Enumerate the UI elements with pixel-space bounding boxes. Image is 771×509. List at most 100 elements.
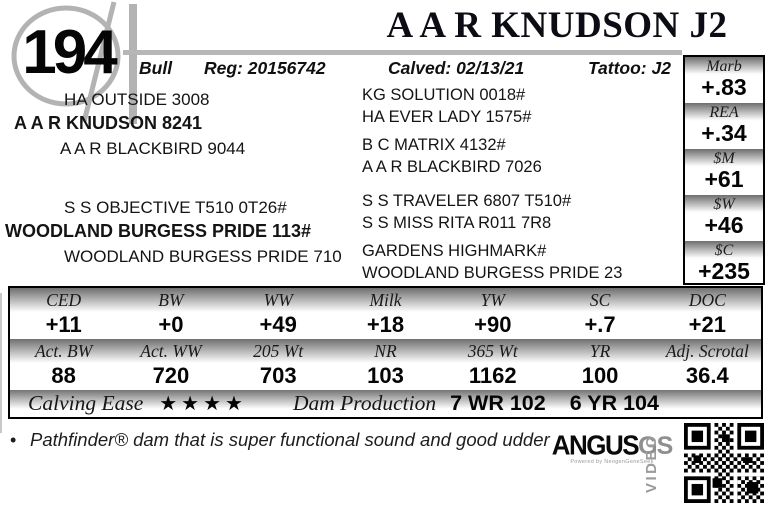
index-value: +.34	[701, 120, 747, 146]
lot-comment: • Pathfinder® dam that is super function…	[10, 428, 555, 453]
perf-header: YR	[589, 341, 611, 361]
lot-number: 194	[22, 18, 117, 87]
index-cell-dollar-w: $W +46	[685, 195, 763, 237]
perf-header: Act. BW	[34, 341, 93, 361]
sex-label: Bull	[139, 58, 173, 78]
epd-value: +11	[45, 312, 82, 337]
index-label: $M	[685, 149, 763, 168]
epd-value: +49	[259, 312, 297, 337]
perf-col: YR 100	[546, 339, 653, 390]
perf-value: 703	[259, 363, 297, 388]
perf-value: 100	[581, 363, 619, 388]
pedigree-dam-sire: S S OBJECTIVE T510 0T26#	[64, 198, 287, 217]
angus-gs-logo: ANGUS GS Powered by NeogenGeneSeek	[552, 429, 674, 465]
performance-row: Act. BW 88 Act. WW 720 205 Wt 703 NR 103 365…	[10, 339, 761, 390]
tattoo-id: Tattoo: J2	[588, 58, 671, 78]
perf-header: Adj. Scrotal	[665, 341, 749, 361]
animal-name-title: A A R KNUDSON J2	[386, 5, 728, 46]
bullet-icon: •	[10, 430, 17, 450]
dam-production-yr: 6 YR 104	[569, 391, 659, 415]
perf-header: Act. WW	[140, 341, 202, 361]
index-label: $W	[685, 195, 763, 214]
index-value: +.83	[701, 74, 747, 100]
perf-header: 365 Wt	[467, 341, 518, 361]
epd-header: CED	[46, 290, 82, 310]
pedigree-ancestor: GARDENS HIGHMARK#	[362, 242, 547, 260]
perf-col: Act. BW 88	[10, 339, 117, 390]
index-label: $C	[685, 241, 763, 260]
calving-ease-label: Calving Ease	[28, 391, 144, 415]
perf-value: 720	[152, 363, 190, 388]
index-label: Marb	[685, 57, 763, 76]
pedigree-ancestor: KG SOLUTION 0018#	[362, 86, 526, 104]
pedigree-dam-dam: WOODLAND BURGESS PRIDE 710	[64, 247, 342, 266]
calving-ease-star-rating: ★★★★	[159, 392, 247, 415]
calved-date: Calved: 02/13/21	[388, 58, 525, 78]
perf-header: 205 Wt	[253, 341, 304, 361]
epd-header: SC	[589, 290, 611, 310]
index-label: REA	[685, 103, 763, 122]
epd-col: WW +49	[225, 288, 332, 339]
pedigree-ancestor: S S TRAVELER 6807 T510#	[362, 192, 572, 210]
epd-value: +90	[474, 312, 512, 337]
epd-header: DOC	[688, 290, 726, 310]
index-cell-marb: Marb +.83	[685, 57, 763, 99]
perf-col: Act. WW 720	[117, 339, 224, 390]
perf-col: 205 Wt 703	[225, 339, 332, 390]
index-value: +235	[698, 258, 750, 284]
index-value: +46	[704, 212, 744, 238]
epd-value: +21	[688, 312, 726, 337]
epd-col: SC +.7	[546, 288, 653, 339]
index-cell-rea: REA +.34	[685, 103, 763, 145]
epd-performance-table: CED +11 BW +0 WW +49 Milk +18 YW +90 SC +.7 DO…	[8, 286, 763, 419]
calving-ease-dam-production-row: Calving Ease ★★★★ Dam Production 7 WR 10…	[10, 390, 761, 417]
pedigree-sire-sire: HA OUTSIDE 3008	[64, 90, 210, 109]
perf-value: 88	[51, 363, 76, 388]
pedigree-ancestor: A A R BLACKBIRD 7026	[362, 158, 542, 176]
dam-production-label: Dam Production	[292, 391, 437, 415]
ranch-logo-mark	[11, 1, 137, 124]
scan-edge-artifact	[0, 293, 2, 433]
perf-value: 1162	[468, 363, 517, 388]
perf-col: Adj. Scrotal 36.4	[654, 339, 761, 390]
pedigree-ancestor: B C MATRIX 4132#	[362, 136, 506, 154]
gs-wordmark: GS	[638, 432, 673, 460]
perf-header: NR	[374, 341, 397, 361]
video-qr-code[interactable]	[684, 423, 764, 503]
epd-header: YW	[480, 290, 505, 310]
pedigree-sire-dam: A A R BLACKBIRD 9044	[60, 139, 246, 158]
perf-value: 36.4	[685, 363, 729, 388]
pedigree-sire: A A R KNUDSON 8241	[14, 113, 203, 133]
epd-col: BW +0	[117, 288, 224, 339]
lot-comment-text: Pathfinder® dam that is super functional…	[30, 429, 550, 450]
epd-header: Milk	[369, 290, 402, 310]
index-cell-dollar-c: $C +235	[685, 241, 763, 283]
angus-wordmark: ANGUS	[551, 428, 640, 462]
index-value: +61	[704, 166, 744, 192]
epd-col: Milk +18	[332, 288, 439, 339]
epd-col: YW +90	[439, 288, 546, 339]
epd-value: +0	[158, 312, 184, 337]
index-cell-dollar-m: $M +61	[685, 149, 763, 191]
epd-row: CED +11 BW +0 WW +49 Milk +18 YW +90 SC +.7 DO…	[10, 288, 761, 339]
perf-col: 365 Wt 1162	[439, 339, 546, 390]
epd-col: CED +11	[10, 288, 117, 339]
dollar-index-column: Marb +.83 REA +.34 $M +61 $W +46 $C +235	[683, 55, 765, 285]
header-divider-rule	[123, 50, 682, 55]
video-label: VIDEO	[643, 433, 660, 493]
dam-production-wr: 7 WR 102	[450, 391, 546, 415]
epd-col: DOC +21	[654, 288, 761, 339]
epd-value: +.7	[584, 312, 616, 337]
registration-number: Reg: 20156742	[204, 58, 326, 78]
pedigree-ancestor: WOODLAND BURGESS PRIDE 23	[362, 264, 623, 282]
angus-gs-tagline: Powered by NeogenGeneSeek	[570, 459, 654, 465]
epd-header: WW	[263, 290, 293, 310]
epd-header: BW	[158, 290, 184, 310]
pedigree-ancestor: HA EVER LADY 1575#	[362, 108, 532, 126]
pedigree-dam: WOODLAND BURGESS PRIDE 113#	[5, 221, 312, 241]
epd-value: +18	[366, 312, 405, 337]
pedigree-ancestor: S S MISS RITA R011 7R8	[362, 214, 552, 232]
perf-value: 103	[367, 363, 404, 388]
perf-col: NR 103	[332, 339, 439, 390]
